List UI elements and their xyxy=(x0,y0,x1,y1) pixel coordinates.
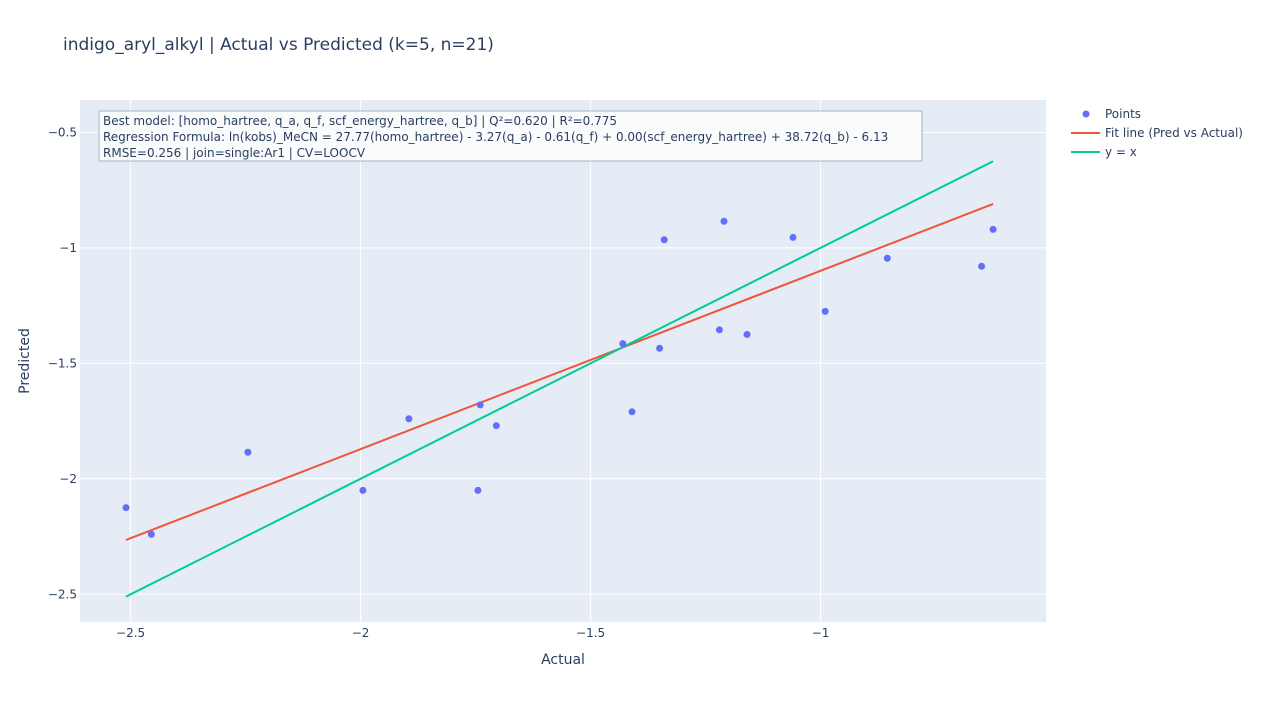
x-tick-label: −2.5 xyxy=(116,626,145,640)
fit-line xyxy=(125,203,994,541)
data-point[interactable] xyxy=(405,415,413,423)
legend-swatch-points xyxy=(1082,110,1090,118)
legend-item-points[interactable]: Points xyxy=(1082,107,1142,121)
legend: Points Fit line (Pred vs Actual) y = x xyxy=(1071,107,1243,159)
annotation-background xyxy=(98,110,923,162)
annotation-line-1: Best model: [homo_hartree, q_a, q_f, scf… xyxy=(103,114,617,128)
x-tick-label: −1.5 xyxy=(576,626,605,640)
data-point[interactable] xyxy=(474,486,482,494)
y-tick-label: −0.5 xyxy=(48,125,77,139)
annotation-line-2: Regression Formula: ln(kobs)_MeCN = 27.7… xyxy=(103,130,888,144)
series-lines xyxy=(125,160,994,598)
data-point[interactable] xyxy=(789,233,797,241)
plot-area xyxy=(80,100,1046,622)
data-point[interactable] xyxy=(476,401,484,409)
annotation-box: Best model: [homo_hartree, q_a, q_f, scf… xyxy=(98,110,923,162)
y-tick-label: −2 xyxy=(59,472,77,486)
data-point[interactable] xyxy=(619,340,627,348)
data-point[interactable] xyxy=(720,217,728,225)
legend-item-identity-line[interactable]: y = x xyxy=(1071,145,1137,159)
series-points xyxy=(122,217,997,538)
data-point[interactable] xyxy=(978,262,986,270)
data-point[interactable] xyxy=(743,330,751,338)
data-point[interactable] xyxy=(660,236,668,244)
identity-line xyxy=(125,160,994,598)
x-tick-label: −1 xyxy=(812,626,830,640)
data-point[interactable] xyxy=(359,486,367,494)
y-axis-title: Predicted xyxy=(17,328,33,394)
y-tick-label: −1 xyxy=(59,241,77,255)
annotation-line-3: RMSE=0.256 | join=single:Ar1 | CV=LOOCV xyxy=(103,146,366,160)
data-point[interactable] xyxy=(883,254,891,262)
legend-label-points: Points xyxy=(1105,107,1141,121)
data-point[interactable] xyxy=(122,504,130,512)
data-point[interactable] xyxy=(628,408,636,416)
x-tick-label: −2 xyxy=(352,626,370,640)
y-tick-label: −2.5 xyxy=(48,587,77,601)
data-point[interactable] xyxy=(147,530,155,538)
data-point[interactable] xyxy=(492,422,500,430)
legend-item-fit-line[interactable]: Fit line (Pred vs Actual) xyxy=(1071,126,1243,140)
x-axis-ticks: −2.5 −2 −1.5 −1 xyxy=(116,626,829,640)
chart-title: indigo_aryl_alkyl | Actual vs Predicted … xyxy=(63,35,494,55)
y-axis-ticks: −2.5 −2 −1.5 −1 −0.5 xyxy=(48,125,77,601)
y-tick-label: −1.5 xyxy=(48,356,77,370)
data-point[interactable] xyxy=(989,225,997,233)
data-point[interactable] xyxy=(244,448,252,456)
legend-label-fit-line: Fit line (Pred vs Actual) xyxy=(1105,126,1243,140)
x-axis-title: Actual xyxy=(541,652,585,668)
data-point[interactable] xyxy=(821,307,829,315)
legend-label-identity-line: y = x xyxy=(1105,145,1137,159)
data-point[interactable] xyxy=(656,344,664,352)
data-point[interactable] xyxy=(715,326,723,334)
